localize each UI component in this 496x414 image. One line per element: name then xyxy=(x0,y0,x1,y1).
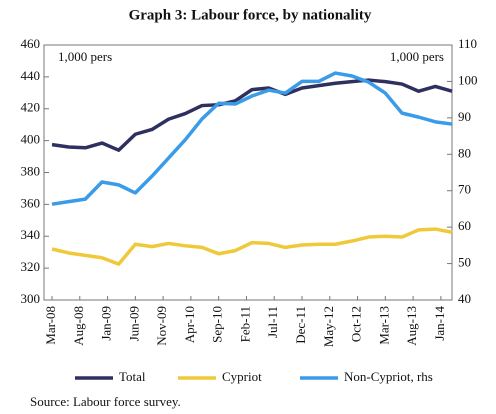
x-tick-label: Mar-13 xyxy=(376,306,391,345)
y2-tick-label: 90 xyxy=(458,109,471,124)
annotation: 1,000 pers xyxy=(58,49,112,64)
x-tick-label: Apr-10 xyxy=(182,306,197,343)
y2-tick-label: 100 xyxy=(458,72,478,87)
y-tick-label: 300 xyxy=(21,291,41,306)
y-tick-label: 420 xyxy=(21,100,41,115)
x-tick-label: Jan-14 xyxy=(432,306,447,341)
y2-tick-label: 80 xyxy=(458,145,471,160)
series-line xyxy=(51,71,453,206)
y2-tick-label: 60 xyxy=(458,218,471,233)
chart-title: Graph 3: Labour force, by nationality xyxy=(129,7,372,23)
series-line xyxy=(51,78,453,152)
y-tick-label: 360 xyxy=(21,195,41,210)
x-tick-label: Feb-11 xyxy=(237,306,252,342)
x-tick-label: Jan-09 xyxy=(99,306,114,341)
x-tick-label: Jul-11 xyxy=(265,306,280,338)
y-tick-label: 400 xyxy=(21,132,41,147)
y2-tick-label: 70 xyxy=(458,182,471,197)
legend-label: Cypriot xyxy=(222,369,262,384)
x-tick-label: Mar-08 xyxy=(43,306,58,345)
x-tick-label: Dec-11 xyxy=(293,306,308,344)
y-tick-label: 340 xyxy=(21,227,41,242)
x-tick-label: Aug-13 xyxy=(404,306,419,346)
y2-tick-label: 110 xyxy=(458,36,477,51)
series-line xyxy=(51,227,453,266)
legend-label: Non-Cypriot, rhs xyxy=(344,369,433,384)
legend-label: Total xyxy=(119,369,146,384)
annotation: 1,000 pers xyxy=(390,49,444,64)
y-tick-label: 460 xyxy=(21,36,41,51)
y-tick-label: 320 xyxy=(21,259,41,274)
source: Source: Labour force survey. xyxy=(30,394,181,409)
x-tick-label: Sep-10 xyxy=(210,306,225,343)
x-tick-label: Jun-09 xyxy=(126,306,141,341)
x-tick-label: May-12 xyxy=(321,306,336,347)
x-tick-label: Nov-09 xyxy=(154,306,169,346)
y-tick-label: 440 xyxy=(21,68,41,83)
y2-tick-label: 50 xyxy=(458,255,471,270)
x-tick-label: Oct-12 xyxy=(349,306,364,342)
y2-tick-label: 40 xyxy=(458,291,471,306)
y-tick-label: 380 xyxy=(21,163,41,178)
x-tick-label: Aug-08 xyxy=(71,306,86,346)
